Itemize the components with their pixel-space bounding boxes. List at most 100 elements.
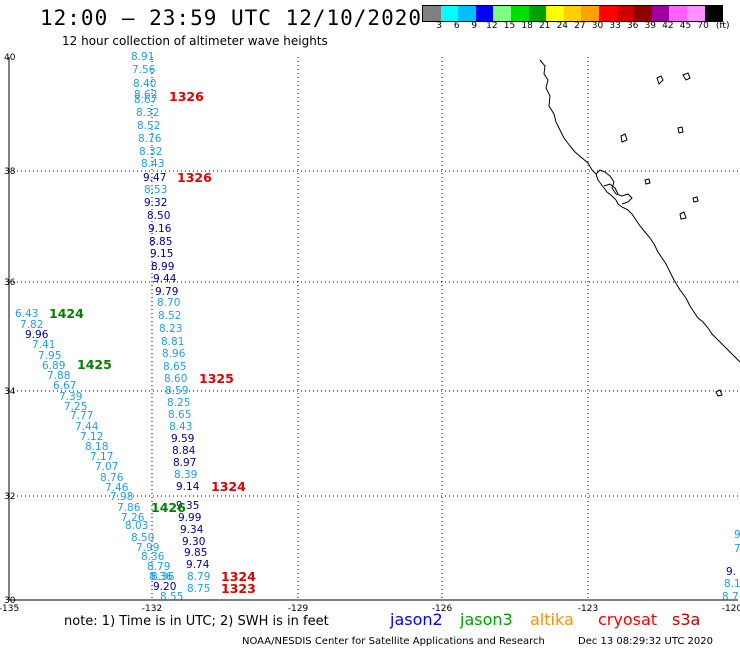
wave-height-value: 8.76: [100, 472, 124, 484]
wave-height-value: 9.15: [150, 248, 173, 260]
wave-height-value: 7.86: [117, 502, 141, 514]
wave-height-value: 9.20: [153, 581, 176, 593]
color-scale-tick: 30: [591, 21, 604, 31]
satellite-legend-cryosat: cryosat: [598, 610, 658, 629]
wave-height-value: 7.39: [59, 391, 82, 403]
color-swatch: [634, 6, 652, 21]
wave-height-value: 8.36: [149, 571, 173, 583]
color-scale-bar: [422, 5, 724, 22]
wave-height-value: 9.32: [144, 197, 167, 209]
lake-outline: [656, 75, 664, 85]
wave-height-value: 7.: [734, 543, 740, 555]
satellite-legend-s3a: s3a: [672, 610, 701, 629]
legend-note: note: 1) Time is in UTC; 2) SWH is in fe…: [64, 614, 329, 629]
color-swatch: [528, 6, 547, 21]
coastline: [539, 59, 740, 397]
map-frame: [8, 57, 738, 601]
lake-outline: [644, 178, 651, 185]
color-swatch: [440, 6, 459, 21]
longitude-label: -135: [0, 604, 19, 614]
pass-time-label: 1324: [211, 479, 246, 494]
wave-height-value: 6.89: [42, 360, 65, 372]
pass-time-label: 1326: [169, 89, 204, 104]
wave-height-value: 8.84: [172, 445, 196, 457]
wave-height-value: 8.79: [147, 561, 170, 573]
wave-height-value: 7.26: [121, 512, 145, 524]
bay-inlet: [595, 169, 633, 205]
color-scale-tick: 42: [662, 21, 674, 31]
footer-credit: NOAA/NESDIS Center for Satellite Applica…: [242, 636, 545, 647]
wave-height-value: 9.35: [176, 500, 199, 512]
color-swatch: [493, 6, 511, 21]
latitude-label: 38: [4, 167, 16, 177]
pass-time-label: 1326: [177, 170, 212, 185]
longitude-label: -123: [578, 604, 598, 614]
color-swatch: [669, 6, 687, 21]
wave-height-value: 9.: [734, 529, 740, 541]
footer-timestamp: Dec 13 08:29:32 UTC 2020: [578, 636, 713, 647]
wave-height-value: 9.30: [182, 536, 205, 548]
color-scale-tick: 21: [538, 21, 551, 31]
wave-height-value: 9.16: [148, 223, 172, 235]
wave-height-value: 9.: [726, 566, 736, 578]
wave-height-value: 7.98: [110, 491, 133, 503]
color-scale-tick: 45: [679, 21, 692, 31]
wave-height-value: 8.32: [136, 107, 159, 119]
wave-height-value: 8.39: [174, 469, 197, 481]
lake-outline: [682, 72, 691, 81]
wave-height-value: 7.56: [132, 64, 156, 76]
color-scale-tick: 3: [436, 21, 442, 31]
longitude-label: -129: [288, 604, 309, 614]
color-scale-tick: (ft): [715, 21, 730, 31]
color-swatch: [616, 6, 635, 21]
color-swatch: [458, 6, 476, 21]
wave-height-value: 8.03: [125, 520, 148, 532]
wave-height-value: 8.91: [131, 51, 154, 63]
color-swatch: [563, 6, 582, 21]
wave-height-value: 9.96: [25, 329, 49, 341]
color-scale-tick: 39: [644, 21, 657, 31]
latitude-label: 30: [4, 596, 16, 606]
axis-labels: 40 38 36 34 32 30-135 -132 -129 -126 -123 -120: [0, 53, 740, 614]
wave-height-value: 8.97: [173, 457, 196, 469]
wave-height-value: 8.55: [160, 591, 183, 603]
lake-outline: [692, 196, 699, 203]
lake-outline: [715, 389, 723, 397]
wave-height-value: 7.07: [95, 461, 118, 473]
pass-time-label: 1325: [199, 371, 234, 386]
color-swatch: [581, 6, 599, 21]
wave-height-value: 8.36: [151, 571, 175, 583]
lake-outline: [620, 133, 628, 143]
wave-height-value: 9.44: [153, 273, 177, 285]
wave-height-value: 8.50: [131, 532, 154, 544]
wave-height-value: 8.59: [165, 385, 188, 397]
wave-height-value: 8.79: [187, 571, 210, 583]
wave-height-value: 7.25: [64, 401, 87, 413]
color-scale-tick: 24: [556, 21, 569, 31]
bay-inlet: [603, 183, 619, 195]
latitude-label: 36: [4, 278, 16, 288]
wave-height-value: 9.59: [171, 433, 194, 445]
wave-height-value: 8.60: [164, 373, 187, 385]
wave-height-value: 8.32: [139, 146, 162, 158]
wave-height-value: 7.12: [80, 431, 103, 443]
color-swatch: [686, 6, 705, 21]
color-scale-tick: 18: [521, 21, 533, 31]
longitude-label: -132: [142, 604, 162, 614]
wave-height-value: 8.25: [167, 397, 190, 409]
altimeter-tracks: 8.917.568.408.628.678.328.528.768.328.43…: [15, 51, 740, 603]
wave-height-value: 9.14: [176, 481, 200, 493]
satellite-legend-jason3: jason3: [460, 610, 513, 629]
map-grid: [9, 57, 738, 600]
color-scale-tick: 9: [471, 21, 478, 31]
pass-time-label: 1323: [221, 581, 256, 596]
wave-height-value: 8.81: [161, 336, 184, 348]
pass-time-label: 1425: [77, 357, 112, 372]
wave-height-value: 8.52: [137, 120, 160, 132]
wave-height-value: 9.99: [178, 512, 201, 524]
color-scale-labels: 3 6 9 12 15 18 21 24 27 30 33 36 39 42 45 70 (ft): [422, 21, 740, 33]
wave-height-value: 8.99: [151, 261, 174, 273]
wave-height-value: 6.67: [53, 380, 76, 392]
